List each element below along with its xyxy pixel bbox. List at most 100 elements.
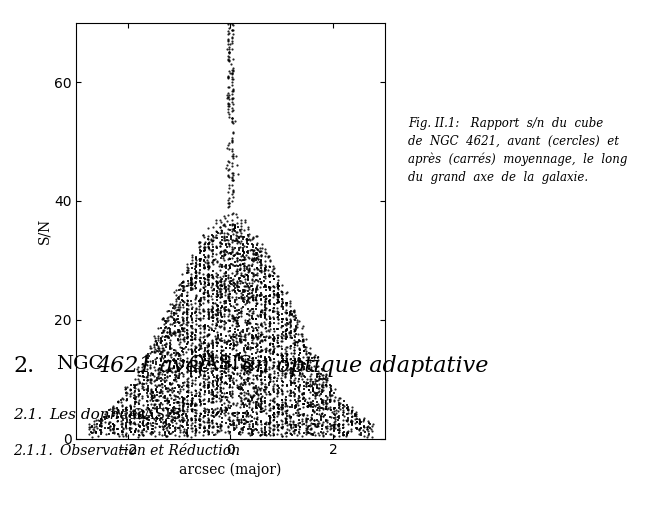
Point bbox=[321, 430, 332, 438]
Point bbox=[285, 299, 296, 307]
Point bbox=[251, 284, 262, 292]
Point bbox=[239, 261, 249, 269]
Point bbox=[141, 385, 152, 393]
Point bbox=[88, 428, 99, 436]
Point bbox=[227, 169, 237, 177]
Point bbox=[293, 402, 304, 410]
Point bbox=[208, 355, 219, 363]
Point bbox=[112, 404, 123, 412]
Point bbox=[225, 361, 235, 369]
Point bbox=[239, 259, 249, 267]
Point bbox=[133, 431, 144, 440]
Point bbox=[273, 384, 284, 392]
Point bbox=[178, 345, 188, 353]
Point bbox=[196, 410, 206, 418]
Point bbox=[210, 338, 221, 346]
Point bbox=[214, 380, 225, 388]
Point bbox=[172, 408, 183, 416]
Point bbox=[243, 273, 253, 281]
Point bbox=[316, 413, 326, 421]
Point bbox=[281, 330, 292, 338]
Point bbox=[243, 310, 253, 318]
Point bbox=[212, 339, 223, 347]
Point bbox=[203, 258, 213, 266]
Point bbox=[191, 304, 202, 312]
Point bbox=[186, 264, 197, 272]
Point bbox=[231, 346, 241, 354]
Point bbox=[218, 249, 229, 258]
Point bbox=[247, 379, 257, 387]
Point bbox=[256, 373, 267, 381]
Point bbox=[244, 318, 255, 326]
Point bbox=[91, 429, 101, 438]
Point bbox=[211, 257, 222, 265]
Point bbox=[222, 265, 233, 273]
Point bbox=[233, 322, 244, 330]
Point bbox=[234, 430, 245, 439]
Point bbox=[227, 152, 237, 160]
Point bbox=[269, 344, 279, 352]
Point bbox=[308, 416, 319, 424]
Point bbox=[161, 424, 172, 432]
Point bbox=[223, 290, 233, 298]
Point bbox=[194, 367, 205, 375]
Point bbox=[269, 300, 279, 308]
Point bbox=[333, 424, 344, 432]
Point bbox=[269, 403, 280, 411]
Point bbox=[198, 338, 209, 346]
Point bbox=[260, 426, 271, 434]
Point bbox=[211, 233, 222, 241]
Point bbox=[181, 334, 192, 342]
Point bbox=[255, 291, 266, 299]
Point bbox=[239, 264, 250, 272]
Point bbox=[186, 279, 196, 287]
Point bbox=[247, 309, 258, 317]
Point bbox=[211, 422, 222, 430]
Point bbox=[251, 334, 261, 342]
Point bbox=[276, 424, 287, 432]
Point bbox=[233, 416, 244, 424]
Point bbox=[261, 357, 271, 365]
Text: en optique adaptative: en optique adaptative bbox=[242, 355, 489, 377]
Point bbox=[226, 0, 237, 5]
Point bbox=[308, 400, 318, 408]
Point bbox=[314, 372, 324, 380]
Point bbox=[259, 380, 270, 388]
Point bbox=[269, 315, 280, 323]
Point bbox=[134, 422, 145, 430]
Point bbox=[282, 418, 292, 426]
Point bbox=[169, 375, 180, 383]
Point bbox=[149, 427, 159, 436]
Point bbox=[292, 406, 303, 414]
Point bbox=[242, 369, 253, 377]
Point bbox=[243, 283, 254, 291]
Point bbox=[133, 399, 143, 407]
Point bbox=[204, 406, 214, 414]
Point bbox=[229, 314, 239, 322]
Point bbox=[252, 366, 263, 374]
Point bbox=[291, 404, 302, 412]
Point bbox=[285, 413, 296, 421]
Point bbox=[259, 396, 270, 405]
Point bbox=[247, 247, 258, 255]
Point bbox=[333, 429, 344, 438]
Point bbox=[211, 307, 222, 315]
Point bbox=[174, 423, 185, 431]
Point bbox=[173, 350, 184, 358]
Point bbox=[276, 323, 286, 332]
Point bbox=[160, 378, 170, 386]
Point bbox=[280, 414, 290, 422]
Point bbox=[299, 390, 310, 398]
Point bbox=[249, 250, 259, 258]
Point bbox=[227, 152, 238, 160]
Point bbox=[318, 406, 329, 414]
Point bbox=[215, 367, 225, 375]
Point bbox=[186, 372, 196, 380]
Point bbox=[191, 256, 202, 264]
Point bbox=[338, 430, 349, 439]
Point bbox=[173, 325, 184, 334]
Point bbox=[182, 321, 192, 329]
Point bbox=[314, 431, 324, 439]
Point bbox=[174, 338, 185, 346]
Point bbox=[236, 389, 247, 397]
